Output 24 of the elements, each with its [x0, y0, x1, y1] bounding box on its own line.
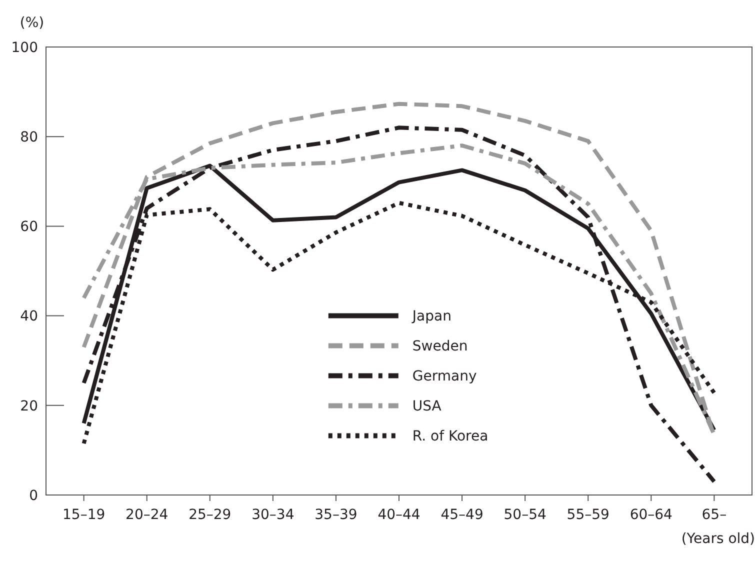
y-tick-label: 60: [20, 219, 38, 236]
y-tick-label: 100: [11, 40, 38, 56]
x-tick-label: 45–49: [440, 507, 484, 523]
x-tick-label: 30–34: [252, 507, 294, 523]
x-tick-label: 65–: [702, 507, 727, 523]
x-tick-label: 15–19: [62, 507, 106, 523]
legend-label: R. of Korea: [412, 428, 488, 445]
y-tick-label: 0: [29, 488, 38, 504]
legend-label: Germany: [412, 368, 477, 385]
y-tick-label: 40: [20, 308, 38, 325]
y-tick-label: 20: [20, 398, 38, 414]
x-axis-title: (Years old): [681, 531, 755, 547]
x-tick-label: 35–39: [314, 507, 358, 523]
y-tick-label: 80: [20, 130, 38, 146]
legend-label: USA: [412, 398, 442, 415]
y-axis-title: (%): [20, 15, 44, 31]
x-tick-label: 20–24: [126, 507, 168, 523]
x-tick-label: 50–54: [504, 507, 546, 523]
legend-label: Japan: [411, 308, 452, 325]
x-tick-label: 40–44: [378, 507, 420, 523]
x-tick-label: 25–29: [188, 507, 232, 523]
legend-label: Sweden: [412, 338, 468, 355]
x-tick-label: 60–64: [630, 507, 673, 523]
x-tick-label: 55–59: [566, 507, 610, 523]
